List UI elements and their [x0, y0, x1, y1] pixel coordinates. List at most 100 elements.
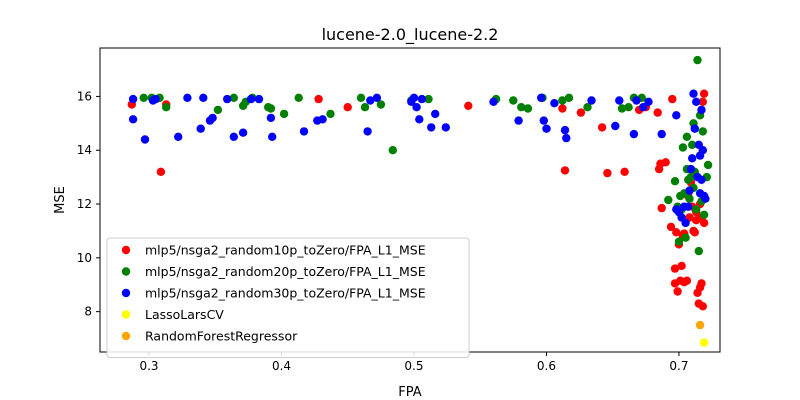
- data-point: [684, 202, 693, 211]
- data-point: [356, 93, 366, 103]
- data-point: [670, 177, 680, 186]
- data-point: [632, 96, 641, 105]
- data-point: [690, 124, 699, 133]
- data-point: [685, 186, 694, 195]
- data-point: [537, 93, 546, 103]
- data-point: [266, 104, 276, 113]
- data-point: [550, 99, 559, 108]
- data-point: [644, 97, 653, 107]
- data-point: [372, 93, 382, 103]
- data-point: [560, 125, 570, 135]
- data-point: [692, 205, 701, 214]
- data-point: [412, 103, 421, 112]
- data-point: [318, 115, 327, 124]
- data-point: [576, 108, 586, 117]
- data-point: [653, 108, 662, 117]
- data-point: [682, 276, 692, 285]
- data-point: [558, 96, 567, 105]
- legend-marker: [121, 245, 131, 255]
- data-point: [183, 93, 192, 103]
- x-axis: 0.3 0.4 0.5 0.6 0.7: [139, 352, 688, 373]
- data-point: [615, 96, 624, 105]
- data-point: [199, 93, 208, 103]
- y-axis: 8 10 12 14 16: [77, 89, 100, 319]
- x-tick-label: 0.7: [669, 359, 688, 373]
- data-point: [699, 89, 709, 98]
- y-tick-label: 14: [77, 143, 92, 157]
- data-point: [670, 264, 680, 273]
- data-point: [697, 175, 706, 184]
- data-point: [587, 96, 596, 105]
- data-point: [560, 166, 570, 175]
- data-point: [162, 103, 171, 112]
- data-point: [562, 133, 571, 143]
- data-point: [539, 116, 548, 125]
- series-5: [695, 320, 705, 330]
- data-point: [223, 94, 232, 104]
- y-tick-label: 12: [77, 197, 92, 211]
- data-point: [690, 228, 699, 237]
- data-point: [697, 279, 706, 288]
- data-point: [279, 109, 289, 119]
- legend: mlp5/nsga2_random10p_toZero/FPA_L1_MSEml…: [106, 237, 470, 358]
- data-point: [417, 94, 427, 104]
- data-point: [427, 123, 436, 132]
- legend-label: LassoLarsCV: [145, 307, 224, 322]
- data-point: [464, 101, 473, 111]
- data-point: [698, 302, 707, 311]
- data-point: [673, 287, 682, 296]
- data-point: [664, 195, 673, 205]
- data-point: [685, 194, 694, 203]
- data-point: [343, 103, 352, 112]
- data-point: [672, 228, 681, 237]
- data-point: [489, 97, 498, 107]
- data-point: [678, 143, 688, 152]
- data-point: [699, 218, 709, 228]
- data-point: [672, 111, 681, 120]
- data-point: [509, 96, 518, 105]
- x-axis-label: FPA: [398, 385, 421, 400]
- data-point: [523, 104, 533, 113]
- data-point: [689, 89, 698, 98]
- legend-marker: [121, 288, 131, 298]
- data-point: [661, 158, 670, 167]
- data-point: [514, 116, 523, 125]
- data-point: [699, 210, 709, 219]
- data-point: [363, 127, 372, 136]
- points-layer: [127, 55, 713, 347]
- data-point: [674, 237, 684, 246]
- data-point: [681, 218, 690, 228]
- y-tick-label: 16: [77, 89, 92, 103]
- data-point: [620, 167, 629, 176]
- data-point: [682, 132, 692, 141]
- data-point: [688, 154, 697, 163]
- data-point: [128, 115, 138, 124]
- x-tick-label: 0.3: [139, 359, 158, 373]
- data-point: [208, 113, 217, 123]
- x-tick-label: 0.4: [272, 359, 291, 373]
- data-point: [688, 140, 697, 149]
- y-tick-label: 8: [84, 305, 92, 319]
- data-point: [139, 93, 148, 103]
- data-point: [603, 168, 612, 178]
- data-point: [558, 104, 567, 113]
- data-point: [668, 94, 677, 104]
- data-point: [681, 233, 690, 242]
- data-point: [360, 103, 370, 112]
- data-point: [431, 109, 440, 119]
- data-point: [229, 132, 238, 141]
- data-point: [698, 127, 707, 136]
- data-point: [376, 100, 386, 109]
- data-point: [140, 135, 150, 144]
- data-point: [266, 113, 276, 123]
- data-point: [213, 105, 223, 115]
- data-point: [238, 128, 248, 137]
- data-point: [314, 94, 323, 104]
- x-tick-label: 0.5: [404, 359, 423, 373]
- legend-marker: [121, 310, 131, 319]
- data-point: [246, 94, 256, 104]
- data-point: [694, 246, 703, 256]
- data-point: [388, 146, 397, 155]
- data-point: [441, 123, 450, 132]
- data-point: [617, 104, 627, 113]
